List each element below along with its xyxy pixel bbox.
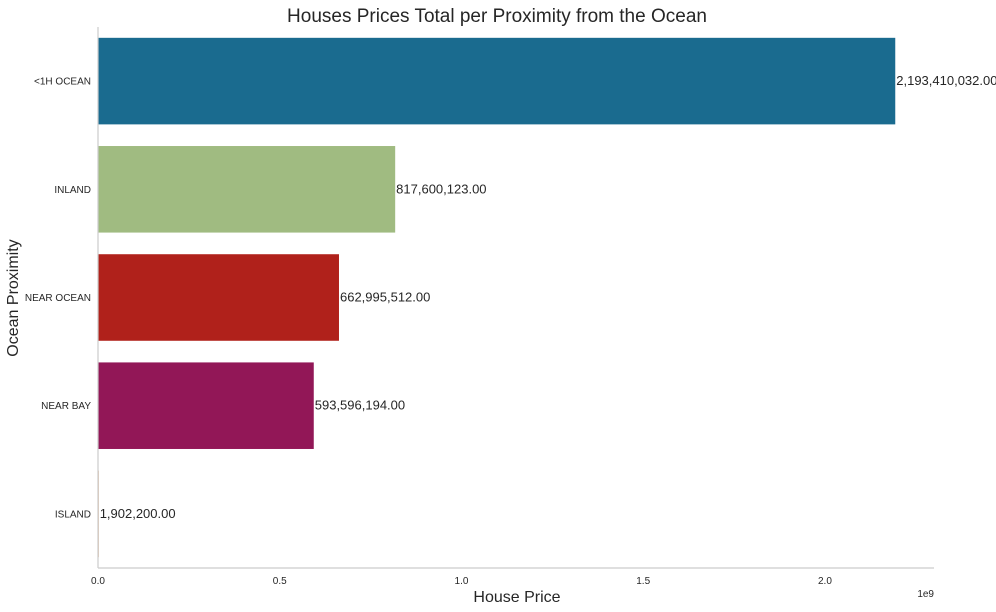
bar-3 [98,362,314,449]
x-ticks-group: 0.0 0.5 1.0 1.5 2.0 [91,576,832,587]
bar-2 [98,254,339,341]
data-label-2: 662,995,512.00 [340,290,430,305]
bar-1 [98,146,396,233]
category-label-3: NEAR BAY [41,401,91,412]
x-tick-label-1: 0.5 [273,576,287,587]
category-label-1: INLAND [54,185,91,196]
x-tick-label-3: 1.5 [636,576,650,587]
y-axis-label: Ocean Proximity [5,239,22,356]
data-label-1: 817,600,123.00 [396,181,486,196]
x-tick-label-0: 0.0 [91,576,105,587]
data-label-0: 2,193,410,032.00 [896,73,996,88]
data-labels-group: 2,193,410,032.00 817,600,123.00 662,995,51… [100,73,996,521]
category-label-4: ISLAND [55,509,91,520]
data-label-4: 1,902,200.00 [100,506,176,521]
bar-0 [98,37,896,125]
x-axis-offset-label: 1e9 [917,589,934,600]
category-label-0: <1H OCEAN [34,77,91,88]
x-tick-label-4: 2.0 [818,576,832,587]
x-tick-label-2: 1.0 [455,576,469,587]
category-label-2: NEAR OCEAN [25,293,91,304]
bars-group [98,37,896,558]
chart-title: Houses Prices Total per Proximity from t… [287,6,707,27]
data-label-3: 593,596,194.00 [315,398,405,413]
x-axis-label: House Price [473,589,560,606]
category-ticks-group: <1H OCEAN INLAND NEAR OCEAN NEAR BAY ISLAND [25,77,91,521]
